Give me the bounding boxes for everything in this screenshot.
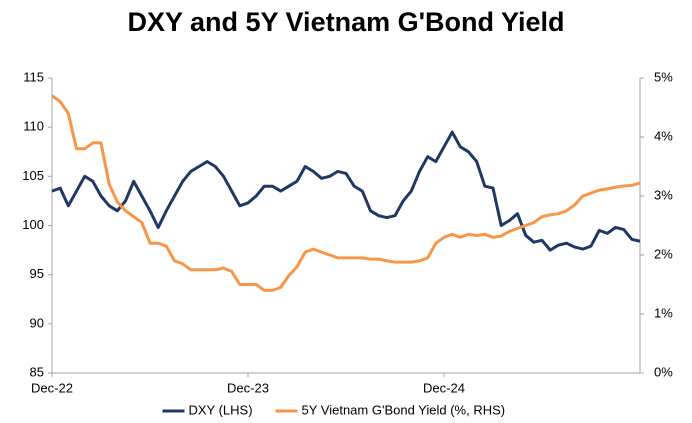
y-tick-label: 85	[30, 364, 44, 379]
y2-tick-label: 4%	[654, 128, 673, 143]
y-tick-label: 90	[30, 315, 44, 330]
y-tick-label: 110	[23, 119, 44, 134]
chart-title: DXY and 5Y Vietnam G'Bond Yield	[127, 7, 564, 37]
legend-label: 5Y Vietnam G'Bond Yield (%, RHS)	[302, 402, 506, 417]
y2-tick-label: 1%	[654, 305, 673, 320]
y-tick-label: 100	[22, 217, 44, 232]
data-line	[51, 130, 641, 252]
y2-tick-label: 0%	[654, 364, 673, 379]
legend-label: DXY (LHS)	[189, 402, 253, 417]
y-tick-label: 115	[23, 69, 44, 84]
y2-tick-label: 2%	[654, 246, 673, 261]
x-tick-label: Dec-23	[227, 380, 269, 395]
y-tick-label: 105	[22, 168, 44, 183]
x-tick-label: Dec-24	[423, 380, 465, 395]
y2-tick-label: 5%	[654, 69, 673, 84]
y2-tick-label: 3%	[654, 187, 673, 202]
y-tick-label: 95	[30, 266, 44, 281]
x-tick-label: Dec-22	[31, 380, 73, 395]
data-line	[51, 94, 641, 292]
